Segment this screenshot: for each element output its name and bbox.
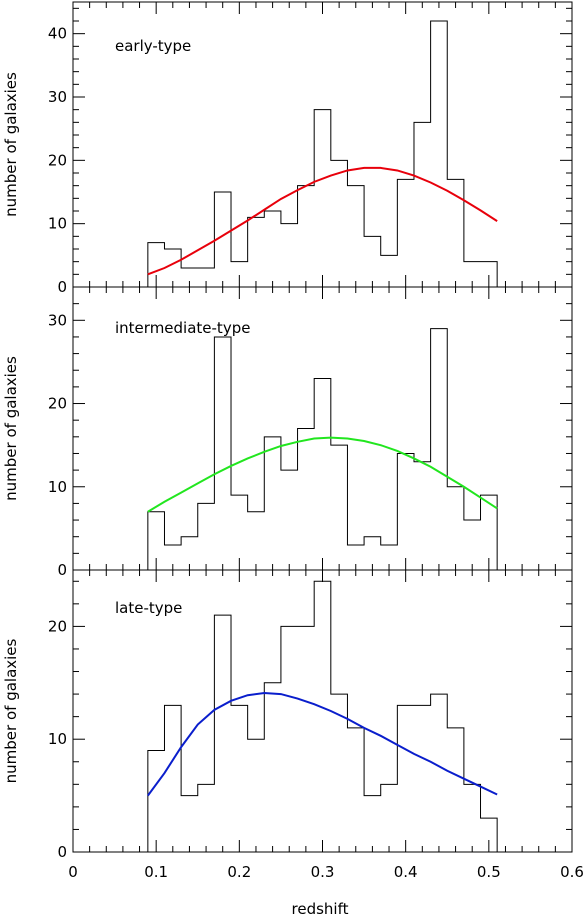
histogram-bin [347, 728, 364, 852]
histogram-bin [447, 487, 464, 570]
x-tick-label: 0.5 [477, 863, 501, 881]
histogram-bin [264, 437, 281, 570]
y-axis-title: number of galaxies [2, 72, 20, 217]
histogram-bin [331, 160, 348, 287]
fit-curve [147, 691, 498, 797]
histogram-bin [231, 705, 248, 852]
histogram-bin [364, 236, 381, 287]
histogram-bin [414, 462, 431, 570]
histogram-bin [314, 110, 331, 287]
histogram-bin [214, 615, 231, 852]
histogram-bin [298, 186, 315, 287]
y-tick-label: 20 [48, 395, 67, 413]
histogram-bin [414, 122, 431, 287]
panel-annotation: intermediate-type [115, 319, 250, 337]
histogram-bin [281, 224, 298, 287]
y-tick-label: 0 [57, 561, 67, 579]
x-tick-label: 0.2 [227, 863, 251, 881]
x-tick-label: 0.4 [394, 863, 418, 881]
histogram-bin [248, 512, 265, 570]
y-tick-label: 20 [48, 151, 67, 169]
y-tick-label: 30 [48, 88, 67, 106]
histogram-bin [431, 694, 448, 852]
histogram-bin [164, 705, 181, 852]
x-tick-labels: 0 0.1 0.2 0.3 0.4 0.5 0.6 [68, 863, 584, 881]
histogram-bin [148, 750, 165, 852]
histogram-bin [347, 186, 364, 287]
histogram-bin [264, 683, 281, 852]
y-tick-label: 0 [57, 278, 67, 296]
y-tick-label: 10 [48, 730, 67, 748]
histogram-bin [364, 796, 381, 852]
x-tick-label: 0.6 [560, 863, 584, 881]
y-tick-label: 40 [48, 25, 67, 43]
fit-curve [147, 166, 498, 276]
histogram-bin [397, 705, 430, 852]
x-axis-title: redshift [292, 900, 349, 917]
histogram-bin [281, 470, 298, 570]
histogram-bin [464, 520, 481, 570]
histogram-bin [314, 581, 331, 852]
histogram-bin [181, 796, 198, 852]
histogram-bin [381, 784, 398, 852]
y-axis-title: number of galaxies [2, 638, 20, 783]
histogram-bin [248, 217, 265, 287]
histogram-bin [331, 445, 348, 570]
panels: 0 10 20 30 40 number of galaxies early-type 0 10… [2, 1, 573, 861]
panel-2: 0 10 20 number of galaxies late-type [2, 569, 573, 861]
histogram-steps [147, 580, 498, 852]
histogram-bin [397, 179, 414, 287]
histogram-steps [147, 20, 498, 287]
y-tick-label: 30 [48, 311, 67, 329]
fit-curve [147, 436, 498, 513]
y-tick-label: 10 [48, 478, 67, 496]
x-tick-label: 0.3 [311, 863, 335, 881]
histogram-bin [431, 21, 448, 287]
y-axis-title: number of galaxies [2, 356, 20, 501]
histogram-bin [281, 626, 314, 852]
histogram-bin [464, 262, 497, 287]
panel-0: 0 10 20 30 40 number of galaxies early-type [2, 1, 573, 296]
histogram-bin [214, 337, 231, 570]
histogram-bin [314, 379, 331, 570]
histogram-bin [264, 211, 281, 287]
y-tick-label: 10 [48, 215, 67, 233]
histogram-bin [464, 784, 481, 852]
x-tick-label: 0 [68, 863, 78, 881]
histogram-bin [447, 728, 464, 852]
histogram-steps [147, 328, 498, 570]
histogram-bin [181, 268, 214, 287]
histogram-bin [431, 329, 448, 570]
histogram-bin [298, 429, 315, 571]
histogram-bin [397, 453, 414, 570]
panel-1: 0 10 20 30 number of galaxies intermediate-ty… [2, 286, 573, 579]
panel-annotation: early-type [115, 37, 191, 55]
y-tick-label: 20 [48, 617, 67, 635]
histogram-bin [248, 739, 265, 852]
x-tick-label: 0.1 [144, 863, 168, 881]
histogram-bin [198, 784, 215, 852]
y-tick-label: 0 [57, 843, 67, 861]
panel-annotation: late-type [115, 599, 182, 617]
histogram-bin [198, 503, 215, 570]
